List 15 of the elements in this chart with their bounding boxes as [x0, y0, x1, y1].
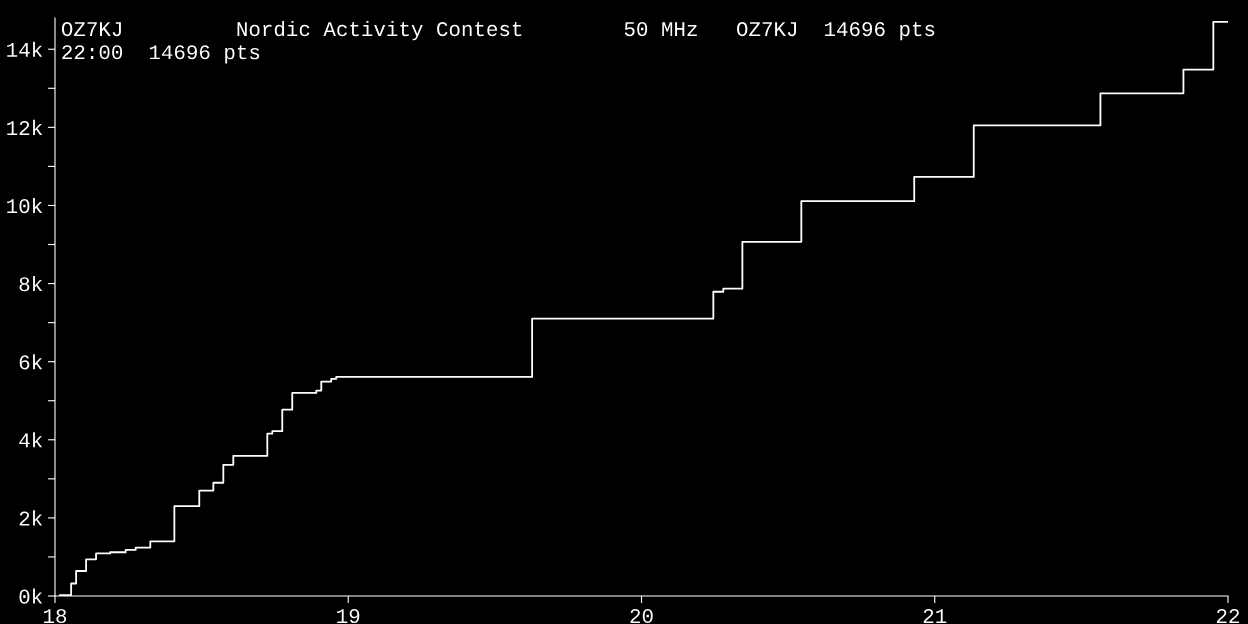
- y-tick-label: 8k: [19, 276, 43, 292]
- y-tick-label: 6k: [19, 354, 43, 370]
- x-tick-label: 18: [44, 608, 67, 624]
- y-tick-label: 14k: [7, 41, 43, 57]
- y-tick-label: 0k: [19, 588, 43, 604]
- x-tick-label: 22: [1216, 608, 1240, 623]
- x-tick-label: 21: [923, 608, 947, 623]
- y-tick-label: 2k: [19, 510, 43, 526]
- chart-title: OZ7KJ Nordic Activity Contest 50 MHz OZ7KJ 14696 pts: [61, 20, 935, 41]
- text: 22:00 14696 pts: [62, 45, 260, 64]
- x-tick-label: 19: [337, 608, 360, 624]
- y-tick-label: 4k: [19, 432, 43, 448]
- x-tick-label: 20: [630, 608, 653, 624]
- y-tick-label: 10k: [7, 197, 43, 214]
- y-tick-label: 12k: [7, 119, 43, 135]
